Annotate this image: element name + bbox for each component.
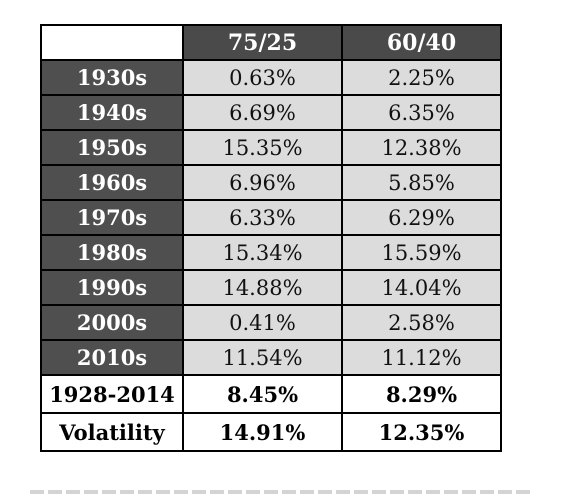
corner-cell <box>40 24 184 61</box>
column-header-75-25: 75/25 <box>182 24 343 61</box>
value-60-40: 11.12% <box>341 339 502 376</box>
value-60-40: 2.58% <box>341 304 502 341</box>
summary-value-60-40: 12.35% <box>341 412 502 452</box>
table-row: 1960s 6.96% 5.85% <box>40 164 502 201</box>
row-label: 1950s <box>40 129 184 166</box>
header-row: 75/25 60/40 <box>40 24 502 61</box>
value-60-40: 6.35% <box>341 94 502 131</box>
row-label: 1970s <box>40 199 184 236</box>
row-label: 1960s <box>40 164 184 201</box>
value-75-25: 6.69% <box>182 94 343 131</box>
summary-value-75-25: 8.45% <box>182 374 343 414</box>
value-75-25: 11.54% <box>182 339 343 376</box>
value-60-40: 2.25% <box>341 59 502 96</box>
value-60-40: 12.38% <box>341 129 502 166</box>
row-label: 1930s <box>40 59 184 96</box>
table-row: 1940s 6.69% 6.35% <box>40 94 502 131</box>
value-75-25: 6.33% <box>182 199 343 236</box>
table-row: 1970s 6.33% 6.29% <box>40 199 502 236</box>
table-row: 1930s 0.63% 2.25% <box>40 59 502 96</box>
value-60-40: 14.04% <box>341 269 502 306</box>
summary-label: Volatility <box>40 412 184 452</box>
table-row: 1980s 15.34% 15.59% <box>40 234 502 271</box>
value-75-25: 0.63% <box>182 59 343 96</box>
row-label: 1990s <box>40 269 184 306</box>
row-label: 1940s <box>40 94 184 131</box>
value-75-25: 15.35% <box>182 129 343 166</box>
column-header-60-40: 60/40 <box>341 24 502 61</box>
returns-table: 75/25 60/40 1930s 0.63% 2.25% 1940s 6.69… <box>40 24 502 452</box>
table-row: 2000s 0.41% 2.58% <box>40 304 502 341</box>
summary-row-period: 1928-2014 8.45% 8.29% <box>40 374 502 414</box>
table-row: 1950s 15.35% 12.38% <box>40 129 502 166</box>
row-label: 1980s <box>40 234 184 271</box>
summary-value-60-40: 8.29% <box>341 374 502 414</box>
summary-row-volatility: Volatility 14.91% 12.35% <box>40 412 502 452</box>
value-75-25: 15.34% <box>182 234 343 271</box>
summary-label: 1928-2014 <box>40 374 184 414</box>
table-row: 2010s 11.54% 11.12% <box>40 339 502 376</box>
table-row: 1990s 14.88% 14.04% <box>40 269 502 306</box>
value-60-40: 15.59% <box>341 234 502 271</box>
summary-value-75-25: 14.91% <box>182 412 343 452</box>
value-75-25: 6.96% <box>182 164 343 201</box>
row-label: 2000s <box>40 304 184 341</box>
value-75-25: 0.41% <box>182 304 343 341</box>
value-75-25: 14.88% <box>182 269 343 306</box>
cropped-caption-text <box>30 490 530 494</box>
value-60-40: 5.85% <box>341 164 502 201</box>
value-60-40: 6.29% <box>341 199 502 236</box>
row-label: 2010s <box>40 339 184 376</box>
